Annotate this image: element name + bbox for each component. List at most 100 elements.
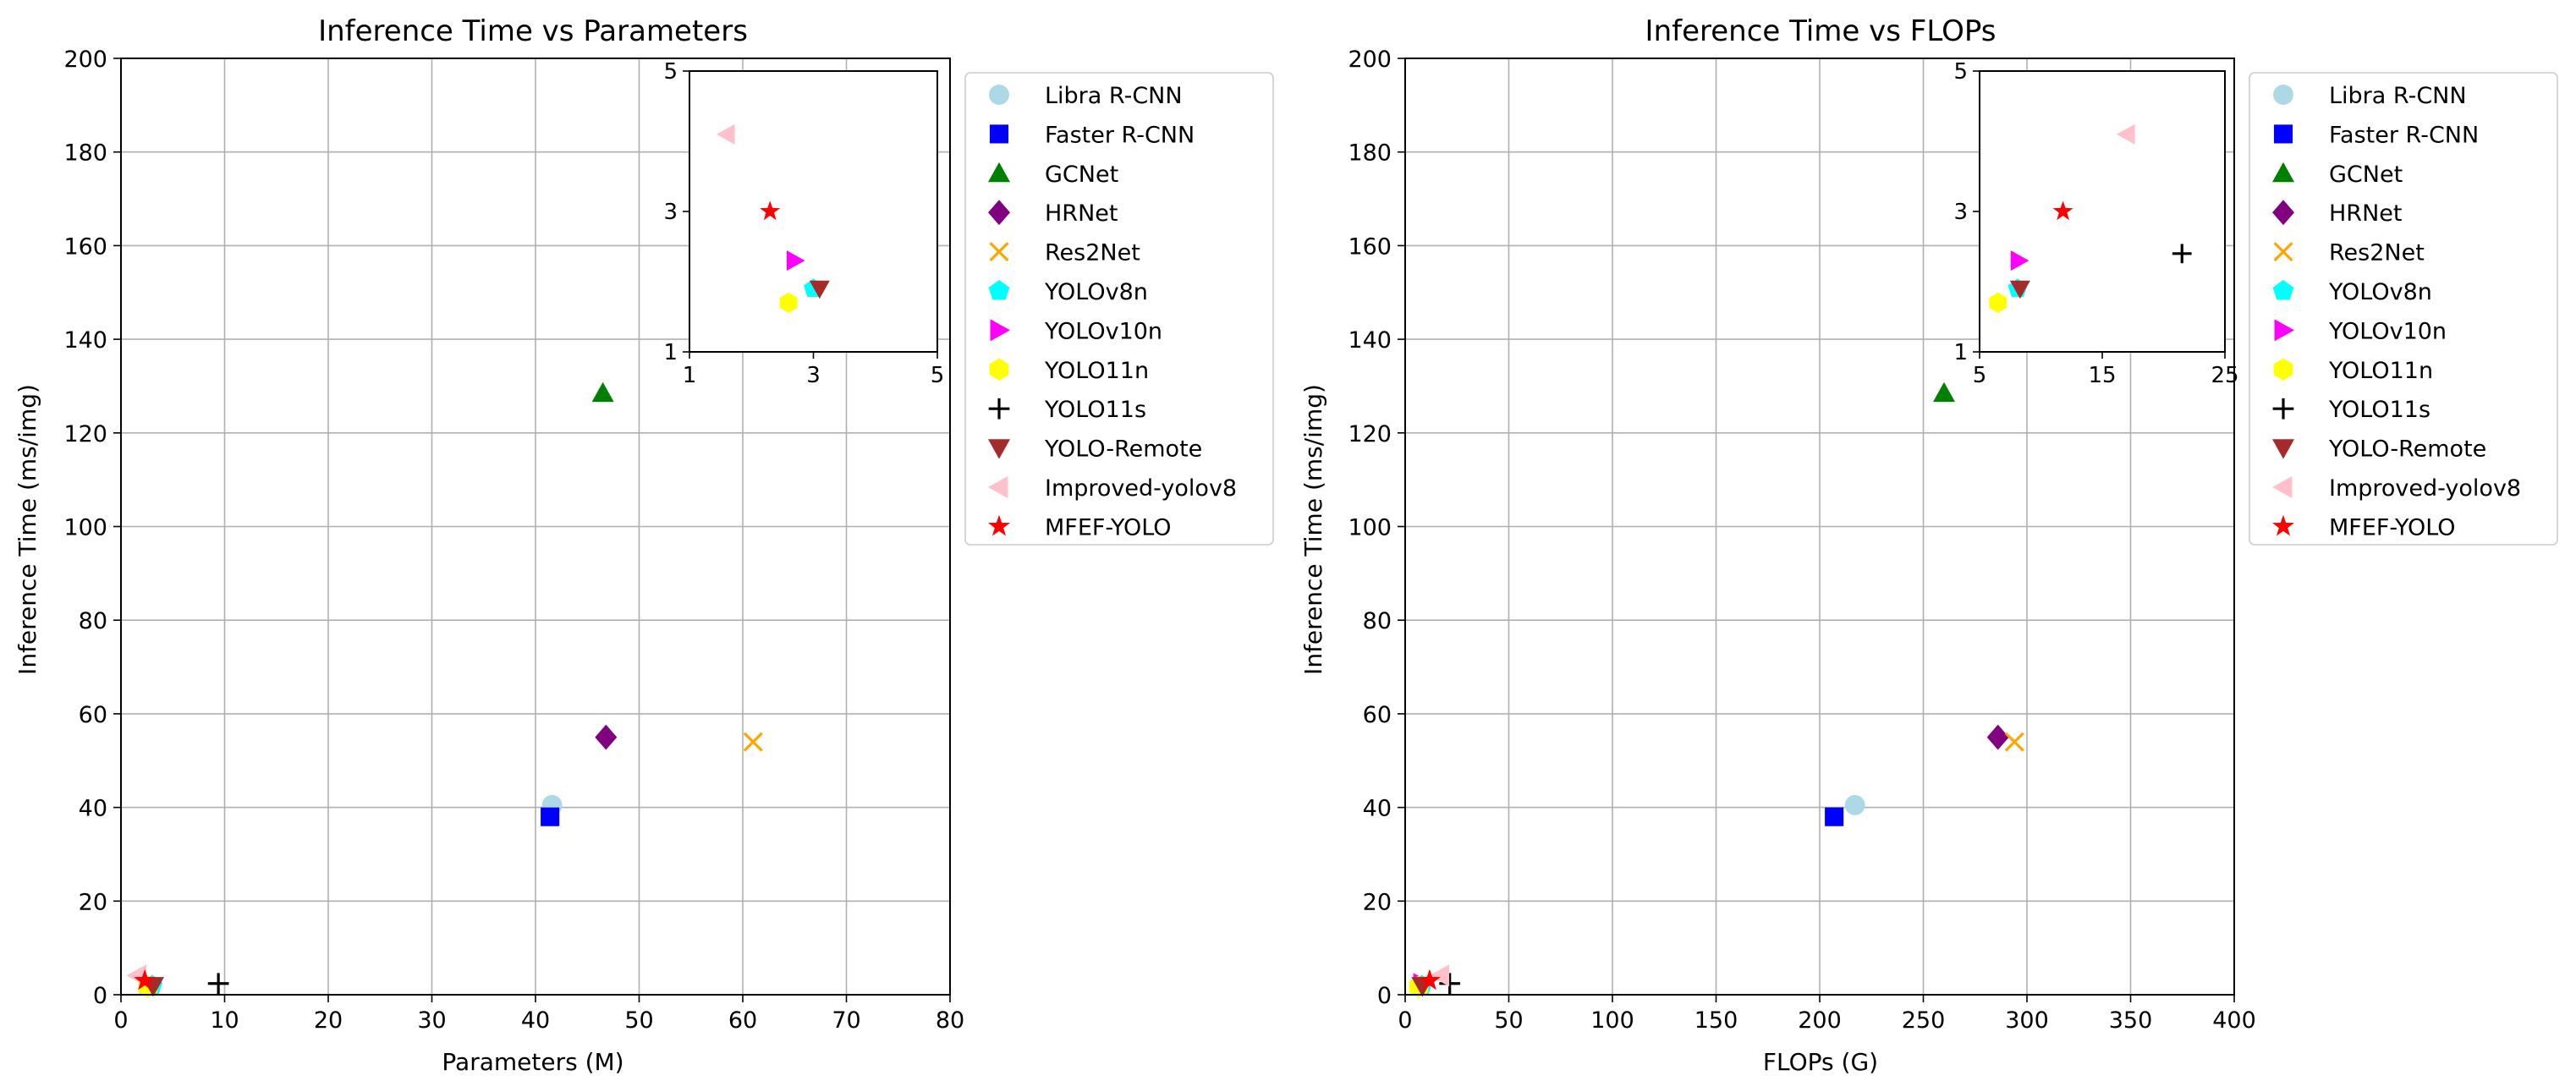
point-res2net bbox=[2004, 732, 2024, 752]
axis-ticks: 0 10 20 30 40 50 60 70 80 0 20 40 60 80 100 120 140 160 18… bbox=[63, 47, 964, 1034]
legend-entry-hrnet: HRNet bbox=[988, 200, 1118, 227]
x-tick-label: 50 bbox=[624, 1007, 653, 1034]
point-faster-r-cnn bbox=[541, 807, 560, 826]
x-tick-label: 80 bbox=[936, 1007, 964, 1034]
y-tick-label: 80 bbox=[1363, 608, 1392, 634]
inset-point-improved-yolov8 bbox=[716, 123, 735, 145]
legend-label: YOLO11s bbox=[2328, 397, 2430, 423]
inset-point-yolov10n bbox=[2010, 250, 2029, 272]
legend-marker bbox=[988, 476, 1008, 498]
legend-label: HRNet bbox=[1045, 200, 1118, 227]
legend-entry-mfef-yolo: MFEF-YOLO bbox=[988, 514, 1172, 541]
x-tick-label: 40 bbox=[521, 1007, 550, 1034]
y-tick-label: 140 bbox=[1348, 327, 1392, 354]
inset-point-yolo-remote bbox=[2009, 280, 2030, 299]
axis-ticks: 0 50 100 150 200 250 300 350 400 0 20 40 60 80 100 120 1… bbox=[1348, 47, 2255, 1034]
legend-entry-mfef-yolo: MFEF-YOLO bbox=[2272, 514, 2456, 541]
y-tick-label: 100 bbox=[63, 515, 107, 541]
inset-x-tick-label: 5 bbox=[931, 363, 945, 388]
inset-data-points bbox=[716, 123, 830, 313]
inset-y-tick-label: 1 bbox=[663, 340, 678, 365]
legend-marker bbox=[988, 162, 1010, 183]
point-improved-yolov8 bbox=[1429, 964, 1450, 987]
point-res2net bbox=[743, 732, 763, 752]
legend-label: YOLO11n bbox=[2328, 358, 2433, 384]
x-tick-label: 70 bbox=[832, 1007, 860, 1034]
legend-marker bbox=[988, 280, 1010, 300]
x-tick-label: 0 bbox=[1398, 1007, 1412, 1034]
legend-marker bbox=[2272, 476, 2293, 498]
legend-marker bbox=[2273, 358, 2293, 381]
legend-label: MFEF-YOLO bbox=[1045, 514, 1172, 541]
legend-label: YOLOv10n bbox=[2328, 318, 2447, 344]
inset-data-points bbox=[1989, 123, 2192, 313]
legend-label: YOLOv8n bbox=[1044, 279, 1148, 305]
legend-label: Libra R-CNN bbox=[1045, 83, 1183, 109]
legend-label: GCNet bbox=[2329, 162, 2403, 188]
legend-marker bbox=[2273, 124, 2293, 144]
legend-marker bbox=[988, 398, 1010, 420]
y-tick-label: 80 bbox=[79, 608, 107, 634]
legend-marker bbox=[2272, 514, 2294, 536]
point-gcnet bbox=[591, 381, 614, 403]
plot-frame bbox=[120, 58, 951, 996]
legend-entry-res2net: Res2Net bbox=[989, 240, 1140, 266]
y-tick-label: 180 bbox=[63, 140, 107, 167]
legend-entry-libra-r-cnn: Libra R-CNN bbox=[989, 83, 1183, 109]
legend-label: Improved-yolov8 bbox=[1045, 475, 1237, 502]
y-tick-label: 120 bbox=[1348, 421, 1392, 447]
x-tick-label: 100 bbox=[1590, 1007, 1634, 1034]
inset-point-improved-yolov8 bbox=[2117, 123, 2135, 145]
legend: Libra R-CNN Faster R-CNN GCNet HRNet Res2Net… bbox=[964, 72, 1274, 546]
legend-marker bbox=[2272, 200, 2294, 226]
legend-marker bbox=[2272, 398, 2294, 420]
x-tick-label: 20 bbox=[314, 1007, 343, 1034]
y-tick-label: 200 bbox=[1348, 47, 1392, 73]
legend-entry-yolov10n: YOLOv10n bbox=[990, 318, 1162, 344]
legend-entry-yolov8n: YOLOv8n bbox=[988, 279, 1148, 305]
point-gcnet bbox=[1933, 381, 1955, 403]
legend-entry-gcnet: GCNet bbox=[2272, 162, 2403, 188]
plot-frame bbox=[1404, 58, 2235, 996]
legend-entry-faster-r-cnn: Faster R-CNN bbox=[989, 122, 1195, 148]
inset-y-tick-label: 5 bbox=[1953, 59, 1968, 85]
y-tick-label: 60 bbox=[1363, 702, 1392, 728]
point-hrnet bbox=[1986, 724, 2009, 750]
legend-label: Faster R-CNN bbox=[1045, 122, 1195, 148]
inset-frame bbox=[1979, 70, 2226, 353]
legend-label: GCNet bbox=[1045, 162, 1118, 188]
y-tick-label: 0 bbox=[93, 983, 107, 1009]
x-tick-label: 350 bbox=[2109, 1007, 2153, 1034]
legend: Libra R-CNN Faster R-CNN GCNet HRNet Res2Net… bbox=[2249, 72, 2558, 546]
legend-marker bbox=[2272, 162, 2294, 183]
inset-plot: 1 3 5 1 3 5 bbox=[663, 59, 944, 388]
legend-entry-yolo-remote: YOLO-Remote bbox=[2272, 436, 2486, 463]
legend-box bbox=[2249, 72, 2558, 546]
legend-entry-improved-yolov8: Improved-yolov8 bbox=[988, 475, 1237, 502]
inset-point-yolov10n bbox=[786, 250, 805, 272]
legend-marker bbox=[989, 358, 1009, 381]
legend-marker bbox=[989, 124, 1009, 144]
legend-marker bbox=[2273, 85, 2293, 105]
legend-marker bbox=[2273, 242, 2293, 262]
inset-x-tick-label: 15 bbox=[2088, 363, 2116, 388]
y-tick-label: 120 bbox=[63, 421, 107, 447]
legend-entry-yolo-remote: YOLO-Remote bbox=[988, 436, 1202, 463]
legend-entry-yolov8n: YOLOv8n bbox=[2272, 279, 2432, 305]
x-tick-label: 60 bbox=[728, 1007, 757, 1034]
x-tick-label: 250 bbox=[1902, 1007, 1946, 1034]
legend-entry-yolo11s: YOLO11s bbox=[2272, 397, 2430, 423]
inset-point-yolo-remote bbox=[809, 280, 830, 299]
y-tick-label: 40 bbox=[79, 796, 107, 822]
point-libra-r-cnn bbox=[1844, 794, 1865, 815]
legend-marker bbox=[2272, 280, 2294, 300]
y-axis-label: Inference Time (ms/img) bbox=[14, 384, 41, 675]
x-tick-label: 150 bbox=[1694, 1007, 1738, 1034]
legend-label: Improved-yolov8 bbox=[2329, 475, 2521, 502]
point-mfef-yolo bbox=[134, 969, 157, 990]
legend-entry-faster-r-cnn: Faster R-CNN bbox=[2273, 122, 2479, 148]
point-hrnet bbox=[595, 724, 618, 750]
legend-label: Res2Net bbox=[1045, 240, 1140, 266]
